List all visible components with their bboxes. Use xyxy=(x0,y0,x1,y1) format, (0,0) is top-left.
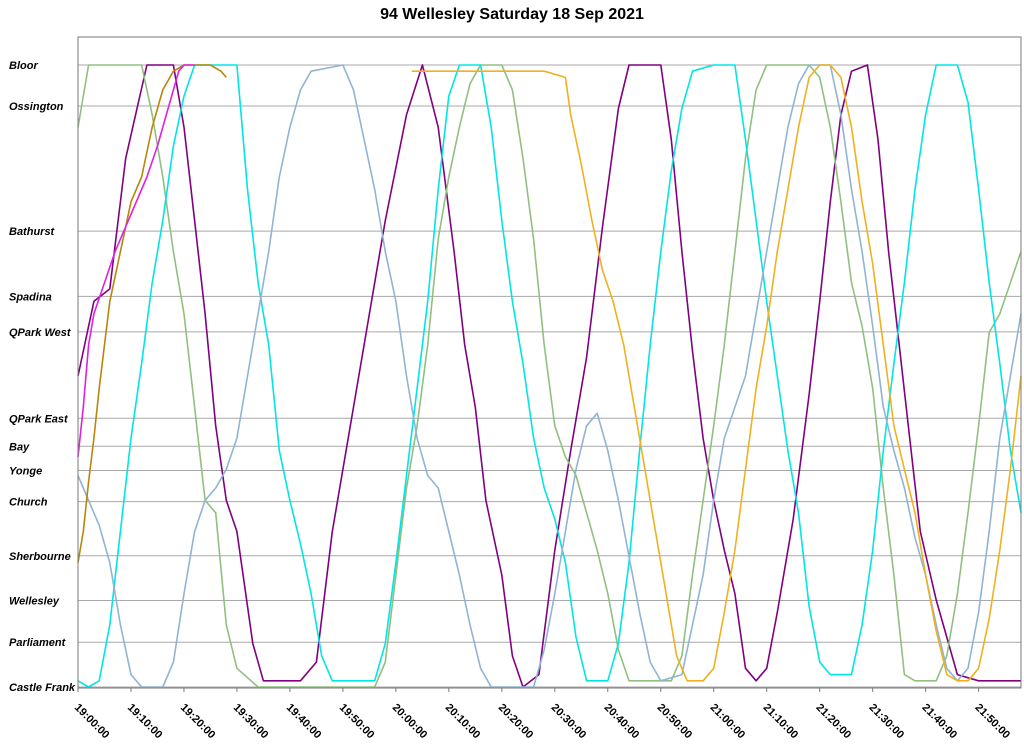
stop-label: QPark West xyxy=(9,327,72,339)
time-tick-label: 21:10:00 xyxy=(761,702,801,742)
stop-label: Parliament xyxy=(9,637,67,649)
time-tick-label: 20:20:00 xyxy=(496,702,536,742)
stop-label: Bay xyxy=(9,441,30,453)
stop-label: Ossington xyxy=(9,101,64,113)
series-line-6 xyxy=(77,64,227,563)
series-line-3 xyxy=(77,64,1022,688)
frame-group xyxy=(77,36,1022,689)
series-line-1 xyxy=(77,64,1021,688)
time-tick-label: 21:00:00 xyxy=(708,702,748,742)
series-line-4 xyxy=(77,64,1022,688)
stop-label: Sherbourne xyxy=(9,551,71,563)
stop-label: Castle Frank xyxy=(9,682,76,694)
chart-title: 94 Wellesley Saturday 18 Sep 2021 xyxy=(380,6,644,23)
time-tick-label: 20:50:00 xyxy=(655,702,695,742)
stop-label: Spadina xyxy=(9,291,52,303)
time-tick-label: 20:30:00 xyxy=(549,702,589,742)
stop-label: Wellesley xyxy=(9,596,60,608)
series-line-5 xyxy=(411,64,1022,682)
series-line-7 xyxy=(77,64,195,457)
time-tick-label: 20:40:00 xyxy=(602,702,642,742)
time-tick-label: 19:10:00 xyxy=(125,702,165,742)
series-group xyxy=(77,64,1022,688)
time-tick-label: 21:30:00 xyxy=(867,702,907,742)
plot-frame xyxy=(77,36,1022,689)
time-tick-label: 19:50:00 xyxy=(337,702,377,742)
time-tick-label: 21:40:00 xyxy=(920,702,960,742)
time-tick-label: 20:00:00 xyxy=(390,702,430,742)
time-tick-label: 19:40:00 xyxy=(284,702,324,742)
time-tick-label: 21:50:00 xyxy=(972,702,1012,742)
stop-label: Church xyxy=(9,497,48,509)
time-tick-label: 20:10:00 xyxy=(443,702,483,742)
stop-label: Yonge xyxy=(9,466,42,478)
stop-label: Bloor xyxy=(9,60,38,72)
series-line-2 xyxy=(77,64,1022,688)
time-tick-label: 19:20:00 xyxy=(178,702,218,742)
stop-labels-group: Bloor Ossington Bathurst Spadina QPark West Q… xyxy=(9,60,76,694)
time-tick-label: 19:30:00 xyxy=(231,702,271,742)
time-tick-label: 19:00:00 xyxy=(72,702,112,742)
time-tick-label: 21:20:00 xyxy=(814,702,854,742)
stop-label: Bathurst xyxy=(9,226,56,238)
stop-label: QPark East xyxy=(9,413,69,425)
time-ticks-group: 19:00:00 19:10:00 19:20:00 19:30:00 19:40:00… xyxy=(72,688,1012,741)
